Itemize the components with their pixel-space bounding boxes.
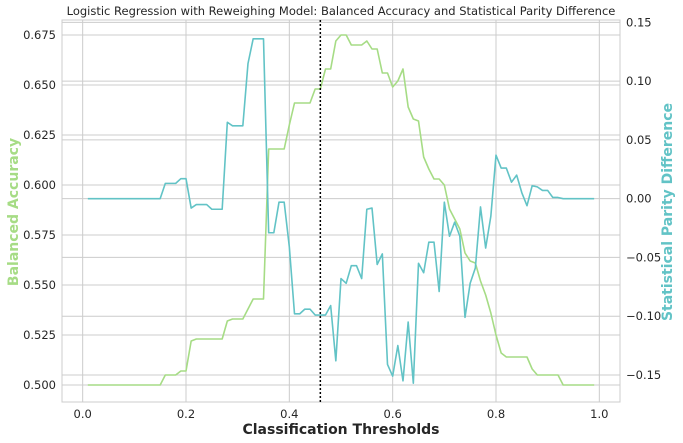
x-axis-label: Classification Thresholds [242,422,439,438]
y-tick-label-right: 0.15 [626,15,652,29]
x-tick-label: 0.2 [177,407,195,421]
y-tick-label-left: 0.625 [23,128,56,142]
y-axis-label-right: Statistical Parity Difference [660,103,676,321]
y-tick-label-right: 0.05 [626,133,652,147]
x-tick-label: 0.8 [487,407,505,421]
x-tick-label: 0.4 [280,407,298,421]
y-tick-label-right: −0.05 [626,250,661,264]
y-tick-label-right: 0.00 [626,192,652,206]
balanced-accuracy-line [87,34,595,386]
y-axis-right-ticks: −0.15 −0.10 −0.05 0.00 0.05 0.10 0.15 [626,15,661,382]
y-tick-label-right: −0.10 [626,309,661,323]
y-tick-label-right: 0.10 [626,74,652,88]
series-layer [87,34,595,386]
parity-difference-line [87,38,595,384]
chart-title: Logistic Regression with Reweighing Mode… [67,4,616,18]
y-tick-label-left: 0.575 [23,228,56,242]
x-tick-label: 0.0 [74,407,92,421]
y-axis-label-left: Balanced Accuracy [6,138,22,286]
y-tick-label-right: −0.15 [626,368,661,382]
plot-area-frame [61,19,621,403]
y-tick-label-left: 0.525 [23,328,56,342]
y-tick-label-left: 0.600 [23,178,56,192]
y-tick-label-left: 0.500 [23,378,56,392]
x-tick-label: 1.0 [590,407,608,421]
y-tick-label-left: 0.550 [23,278,56,292]
y-tick-label-left: 0.650 [23,78,56,92]
grid [62,20,620,402]
x-axis-ticks: 0.0 0.2 0.4 0.6 0.8 1.0 [74,407,609,421]
x-tick-label: 0.6 [384,407,402,421]
y-axis-left-ticks: 0.500 0.525 0.550 0.575 0.600 0.625 0.650 0.675 [23,28,56,392]
y-tick-label-left: 0.675 [23,28,56,42]
